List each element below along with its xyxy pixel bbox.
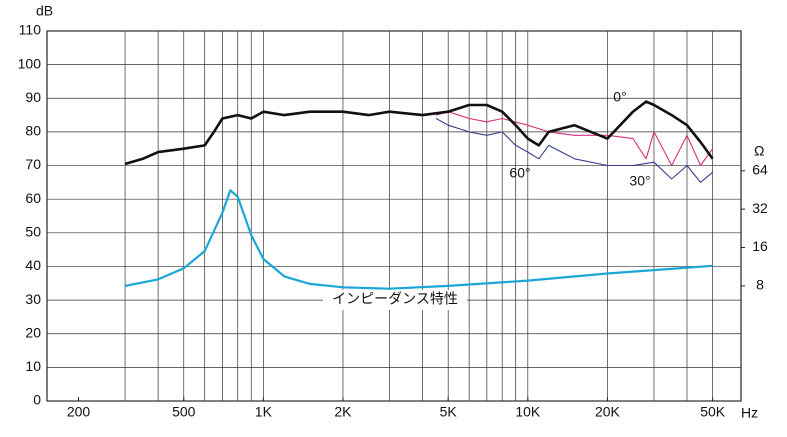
- y-tick-label: 90: [25, 89, 41, 105]
- series-label: 60°: [509, 165, 530, 181]
- series-line: [435, 118, 713, 183]
- series-label: 0°: [613, 89, 626, 105]
- x-tick-label: 200: [67, 404, 91, 420]
- x-tick-label: 5K: [440, 404, 458, 420]
- y2-tick-label: 32: [752, 200, 768, 216]
- y-tick-label: 50: [25, 224, 41, 240]
- y-axis-label: dB: [36, 3, 53, 19]
- y2-axis-label: Ω: [754, 143, 764, 159]
- y-tick-label: 110: [19, 22, 42, 38]
- x-axis-label: Hz: [741, 405, 758, 421]
- label-background: [323, 290, 467, 310]
- y2-tick-label: 64: [752, 162, 768, 178]
- series-line: [435, 111, 714, 167]
- y-tick-label: 0: [33, 392, 41, 408]
- y-tick-label: 100: [18, 55, 42, 71]
- series-label: インピーダンス特性: [332, 291, 458, 307]
- y-tick-label: 70: [25, 156, 41, 172]
- series-line: [124, 189, 713, 290]
- series-label: 30°: [629, 173, 650, 189]
- y-tick-label: 20: [25, 324, 41, 340]
- y-tick-label: 10: [25, 358, 41, 374]
- y-tick-label: 80: [25, 123, 41, 139]
- y2-tick-label: 8: [756, 277, 764, 293]
- x-tick-label: 1K: [255, 404, 273, 420]
- y-tick-label: 40: [25, 257, 41, 273]
- y2-tick-label: 16: [752, 238, 768, 254]
- plot-frame: [46, 30, 742, 402]
- x-tick-label: 50K: [700, 404, 726, 420]
- x-tick-label: 2K: [334, 404, 352, 420]
- x-tick-label: 20K: [595, 404, 621, 420]
- x-tick-label: 10K: [515, 404, 541, 420]
- series-line: [124, 100, 714, 166]
- x-tick-label: 500: [172, 404, 196, 420]
- y-tick-label: 60: [25, 190, 41, 206]
- y-tick-label: 30: [25, 291, 41, 307]
